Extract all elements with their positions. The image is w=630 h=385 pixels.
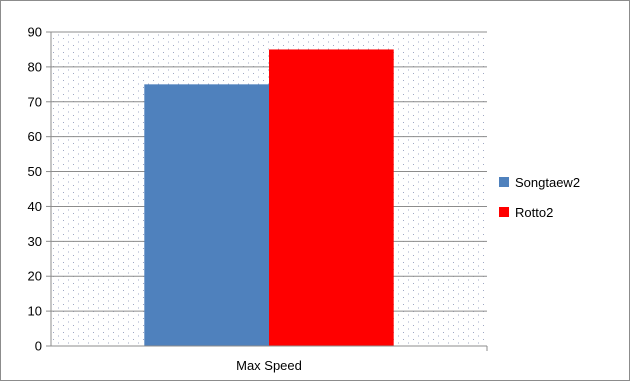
x-tick-label: Max Speed bbox=[236, 358, 302, 373]
y-tick-label: 50 bbox=[28, 164, 42, 179]
y-tick-label: 10 bbox=[28, 304, 42, 319]
y-tick-label: 60 bbox=[28, 129, 42, 144]
legend-swatch-songtaew2 bbox=[499, 177, 509, 187]
y-tick-label: 90 bbox=[28, 25, 42, 40]
y-tick-label: 0 bbox=[35, 339, 42, 354]
y-tick-label: 20 bbox=[28, 269, 42, 284]
legend-label-rotto2: Rotto2 bbox=[515, 205, 553, 220]
x-tick-labels: Max Speed bbox=[236, 358, 302, 373]
y-tick-label: 70 bbox=[28, 94, 42, 109]
axes bbox=[46, 31, 488, 351]
legend-label-songtaew2: Songtaew2 bbox=[515, 175, 580, 190]
y-tick-labels: 0 10 20 30 40 50 60 70 80 90 bbox=[28, 25, 42, 354]
y-tick-label: 80 bbox=[28, 59, 42, 74]
bars bbox=[144, 49, 394, 346]
y-tick-label: 40 bbox=[28, 199, 42, 214]
bar-rotto2-max-speed bbox=[269, 49, 394, 346]
y-tick-label: 30 bbox=[28, 234, 42, 249]
legend: Songtaew2 Rotto2 bbox=[499, 175, 580, 220]
legend-swatch-rotto2 bbox=[499, 207, 509, 217]
bar-songtaew2-max-speed bbox=[144, 84, 269, 346]
